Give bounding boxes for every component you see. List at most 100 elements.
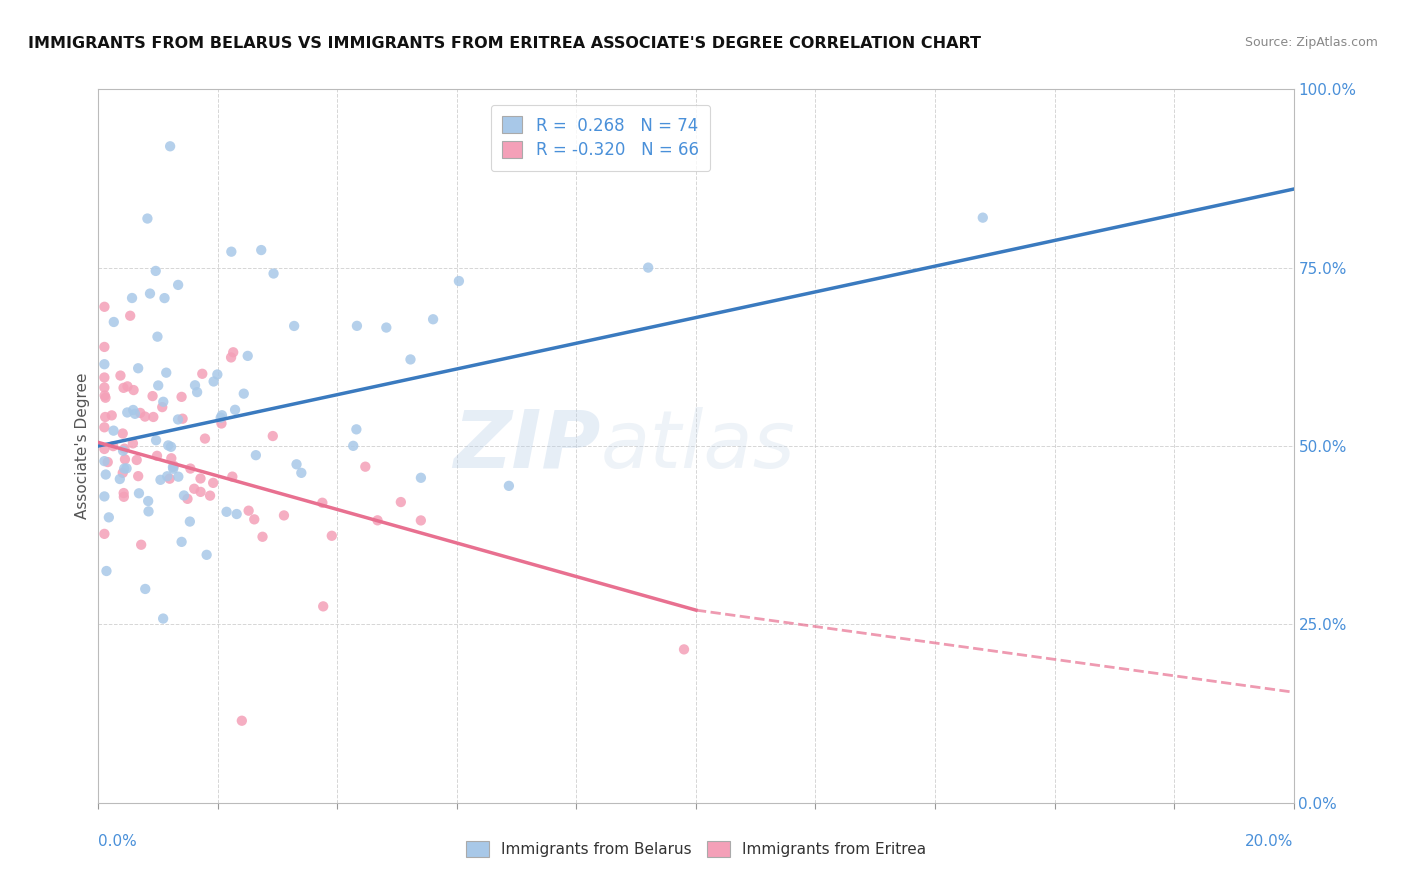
Point <box>167 412 190 426</box>
Point <box>134 582 156 596</box>
Point <box>129 538 152 552</box>
Point <box>111 466 134 480</box>
Point <box>344 422 367 436</box>
Point <box>160 440 183 454</box>
Point <box>128 486 150 500</box>
Point <box>103 424 125 438</box>
Point <box>152 394 174 409</box>
Point <box>149 473 172 487</box>
Point <box>163 458 186 473</box>
Point <box>176 491 198 506</box>
Point <box>117 379 139 393</box>
Point <box>399 352 422 367</box>
Point <box>447 274 470 288</box>
Legend: R =  0.268   N = 74, R = -0.320   N = 66: R = 0.268 N = 74, R = -0.320 N = 66 <box>491 104 710 171</box>
Point <box>122 436 145 450</box>
Point <box>93 490 115 504</box>
Point <box>252 530 274 544</box>
Point <box>93 300 115 314</box>
Point <box>221 244 243 259</box>
Point <box>179 461 201 475</box>
Point <box>422 312 444 326</box>
Point <box>124 407 146 421</box>
Point <box>93 420 115 434</box>
Text: Source: ZipAtlas.com: Source: ZipAtlas.com <box>1244 36 1378 49</box>
Point <box>136 494 159 508</box>
Point <box>198 489 221 503</box>
Point <box>96 564 118 578</box>
Point <box>146 329 169 343</box>
Point <box>321 529 343 543</box>
Text: IMMIGRANTS FROM BELARUS VS IMMIGRANTS FROM ERITREA ASSOCIATE'S DEGREE CORRELATIO: IMMIGRANTS FROM BELARUS VS IMMIGRANTS FR… <box>28 36 981 51</box>
Point <box>108 472 131 486</box>
Point <box>172 411 194 425</box>
Point <box>121 291 143 305</box>
Point <box>312 599 335 614</box>
Point <box>236 349 259 363</box>
Point <box>162 462 184 476</box>
Point <box>142 389 165 403</box>
Point <box>97 510 120 524</box>
Point <box>120 309 142 323</box>
Point <box>93 340 115 354</box>
Point <box>110 368 132 383</box>
Point <box>156 469 179 483</box>
Text: 0.0%: 0.0% <box>98 834 138 849</box>
Point <box>184 378 207 392</box>
Point <box>146 449 169 463</box>
Point <box>93 370 115 384</box>
Point <box>114 452 136 467</box>
Point <box>122 383 145 397</box>
Point <box>153 291 176 305</box>
Point <box>179 515 201 529</box>
Point <box>93 388 115 402</box>
Point <box>93 380 115 394</box>
Point <box>342 439 364 453</box>
Point <box>637 260 659 275</box>
Point <box>100 409 122 423</box>
Point <box>122 403 145 417</box>
Point <box>112 490 135 504</box>
Point <box>152 611 174 625</box>
Point <box>134 409 156 424</box>
Point <box>243 512 266 526</box>
Point <box>97 455 120 469</box>
Point <box>142 409 165 424</box>
Point <box>115 461 138 475</box>
Point <box>211 417 233 431</box>
Point <box>111 426 134 441</box>
Point <box>263 267 285 281</box>
Point <box>136 211 159 226</box>
Point <box>145 434 167 448</box>
Point <box>232 386 254 401</box>
Point <box>127 361 149 376</box>
Point <box>160 451 183 466</box>
Point <box>409 471 432 485</box>
Point <box>215 505 238 519</box>
Point <box>155 366 177 380</box>
Point <box>112 443 135 458</box>
Point <box>94 409 117 424</box>
Point <box>209 410 232 425</box>
Point <box>159 139 181 153</box>
Point <box>186 385 208 400</box>
Point <box>195 548 218 562</box>
Point <box>167 277 190 292</box>
Point <box>290 466 312 480</box>
Point <box>138 504 160 518</box>
Y-axis label: Associate's Degree: Associate's Degree <box>75 373 90 519</box>
Point <box>93 442 115 456</box>
Point <box>221 469 243 483</box>
Point <box>222 345 245 359</box>
Point <box>211 409 233 423</box>
Point <box>157 438 180 452</box>
Point <box>375 320 398 334</box>
Point <box>173 488 195 502</box>
Point <box>673 642 696 657</box>
Point <box>250 243 273 257</box>
Point <box>103 315 125 329</box>
Point <box>224 402 246 417</box>
Point <box>273 508 295 523</box>
Point <box>94 467 117 482</box>
Point <box>125 453 148 467</box>
